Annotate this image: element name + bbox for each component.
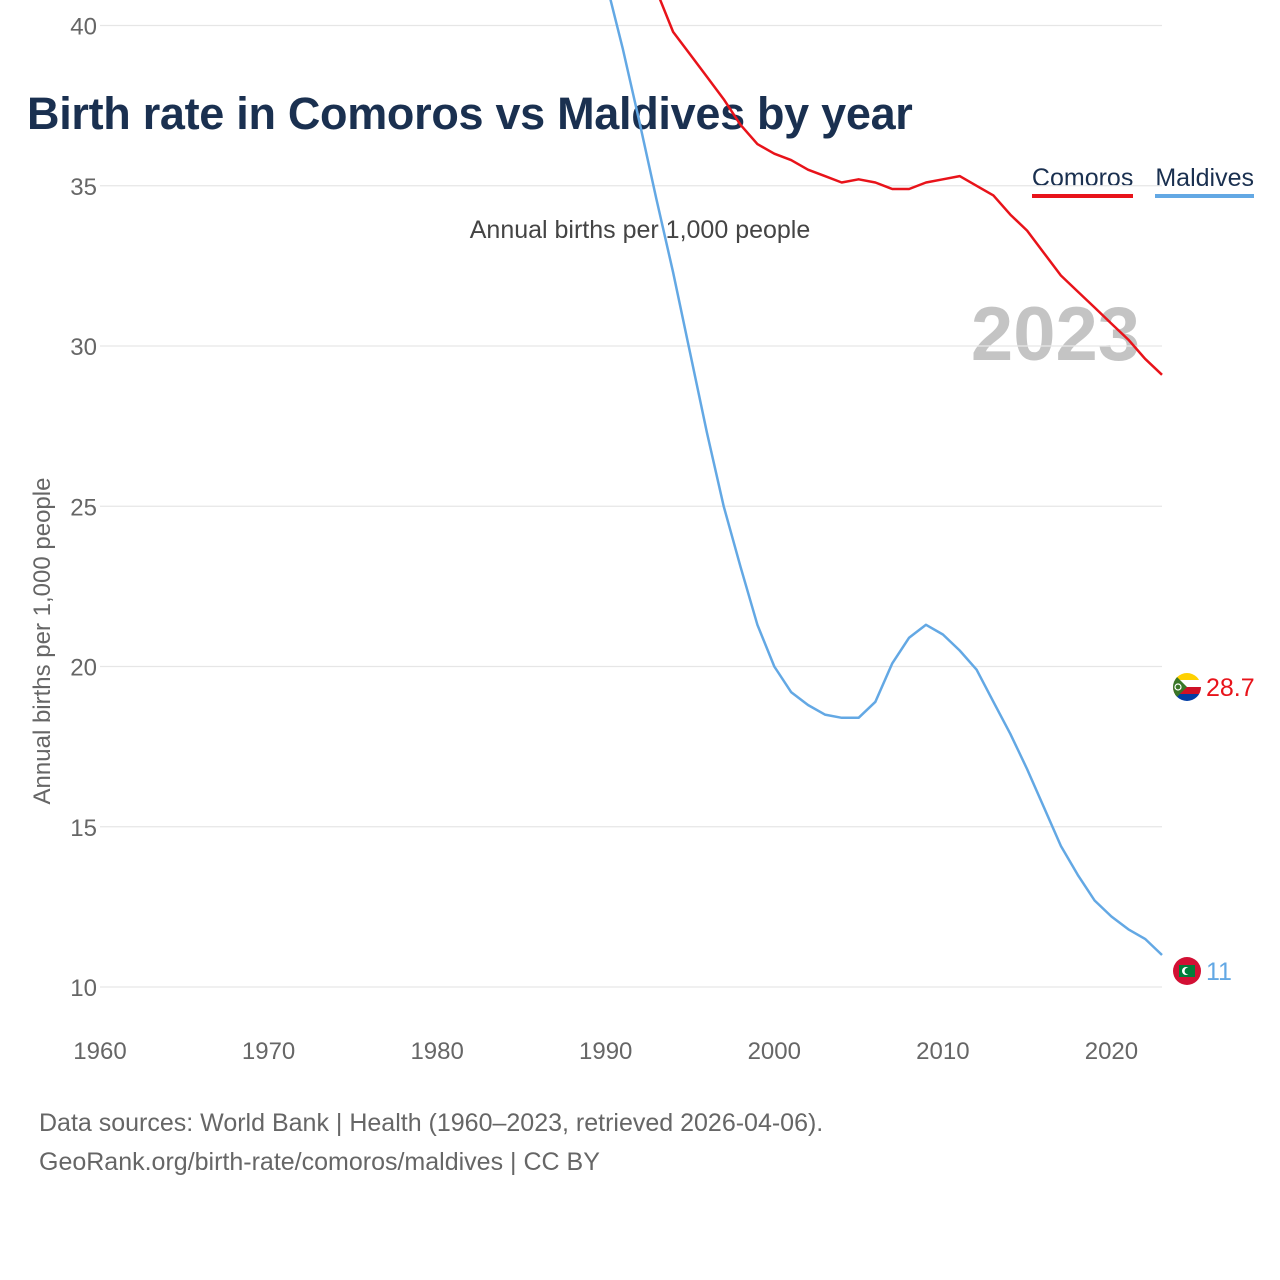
y-tick-label: 35 xyxy=(70,174,97,201)
legend-item-comoros[interactable]: Comoros xyxy=(1031,164,1134,198)
source-line-url[interactable]: GeoRank.org/birth-rate/comoros/maldives … xyxy=(39,1148,600,1176)
x-tick-label: 1960 xyxy=(73,1038,126,1065)
source-line-data: Data sources: World Bank | Health (1960–… xyxy=(39,1109,824,1137)
y-tick-label: 40 xyxy=(70,14,97,41)
source-note: Data sources: World Bank | Health (1960–… xyxy=(39,1104,823,1182)
end-value-label-maldives: 11 xyxy=(1206,958,1232,986)
legend-item-maldives[interactable]: Maldives xyxy=(1155,164,1254,198)
chart-title: Birth rate in Comoros vs Maldives by yea… xyxy=(27,88,913,139)
maldives-flag-crescent-cut xyxy=(1184,967,1192,975)
y-tick-label: 10 xyxy=(70,975,97,1002)
legend: Comoros Maldives xyxy=(1031,164,1254,198)
x-tick-label: 1990 xyxy=(579,1038,632,1065)
chart-subtitle: Annual births per 1,000 people xyxy=(469,216,811,244)
x-tick-label: 1970 xyxy=(242,1038,295,1065)
x-tick-label: 2000 xyxy=(748,1038,801,1065)
y-tick-label: 30 xyxy=(70,334,97,361)
series-line-maldives xyxy=(609,0,1163,956)
series-line-comoros xyxy=(658,0,1163,376)
y-axis-label: Annual births per 1,000 people xyxy=(29,478,56,805)
x-tick-label: 2010 xyxy=(916,1038,969,1065)
y-tick-label: 15 xyxy=(70,815,97,842)
year-watermark: 2023 xyxy=(971,292,1140,377)
y-tick-label: 20 xyxy=(70,655,97,682)
x-tick-label: 2020 xyxy=(1085,1038,1138,1065)
comoros-flag-icon xyxy=(1173,673,1201,701)
end-value-label-comoros: 28.7 xyxy=(1206,674,1255,702)
x-tick-label: 1980 xyxy=(410,1038,463,1065)
y-tick-label: 25 xyxy=(70,494,97,521)
